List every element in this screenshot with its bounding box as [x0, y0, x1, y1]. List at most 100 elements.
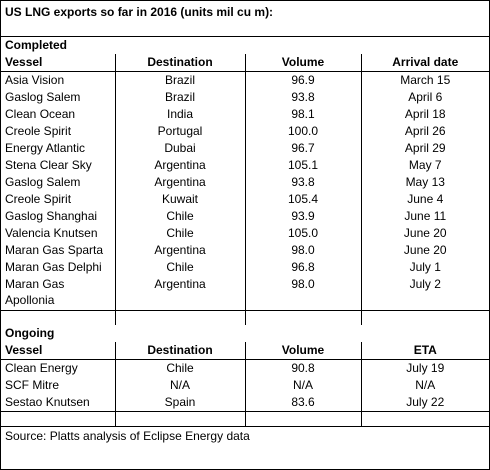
table-row: Gaslog Salem Argentina 93.8 May 13	[1, 174, 489, 191]
destination-cell: Brazil	[114, 89, 245, 106]
vessel-cell: Creole Spirit	[5, 124, 72, 138]
vessel-cell: Maran Gas Apollonia	[5, 277, 65, 307]
destination-cell: Spain	[114, 394, 245, 412]
spacer-cell	[1, 310, 115, 325]
destination-cell: Chile	[114, 208, 245, 225]
spacer-cell	[360, 411, 489, 427]
header-arrival-date: Arrival date	[360, 54, 489, 72]
spacer-cell	[360, 310, 489, 325]
volume-cell: 105.1	[244, 157, 361, 174]
destination-cell: Chile	[114, 359, 245, 377]
table-row: Clean Energy Chile 90.8 July 19	[1, 359, 489, 377]
source-row: Source: Platts analysis of Eclipse Energ…	[1, 426, 489, 446]
destination-cell: Kuwait	[114, 191, 245, 208]
volume-cell: 96.7	[244, 140, 361, 157]
destination-cell: N/A	[114, 377, 245, 394]
header-destination: Destination	[114, 342, 245, 360]
volume-cell: 100.0	[244, 123, 361, 140]
vessel-cell: Creole Spirit	[5, 192, 72, 206]
volume-cell: 105.4	[244, 191, 361, 208]
destination-cell: Argentina	[114, 157, 245, 174]
vessel-cell: Valencia Knutsen	[5, 226, 98, 240]
date-cell: May 7	[360, 157, 489, 174]
ongoing-header-row: Vessel Destination Volume ETA	[1, 342, 489, 360]
completed-header-row: Vessel Destination Volume Arrival date	[1, 54, 489, 72]
spacer-cell	[114, 310, 245, 325]
destination-cell: India	[114, 106, 245, 123]
date-cell: N/A	[360, 377, 489, 394]
spacer-cell	[114, 411, 245, 427]
header-volume: Volume	[244, 54, 361, 72]
header-vessel: Vessel	[1, 342, 115, 360]
vessel-cell: Gaslog Salem	[5, 175, 81, 189]
spacer-row	[1, 22, 489, 37]
ongoing-section-row: Ongoing	[1, 325, 489, 342]
volume-cell: 96.9	[244, 71, 361, 89]
date-cell: March 15	[360, 71, 489, 89]
destination-cell: Dubai	[114, 140, 245, 157]
vessel-cell: Clean Ocean	[5, 107, 76, 121]
source-note: Source: Platts analysis of Eclipse Energ…	[1, 426, 489, 446]
destination-cell: Argentina	[114, 242, 245, 259]
date-cell: April 26	[360, 123, 489, 140]
header-vessel: Vessel	[1, 54, 115, 72]
volume-cell: 96.8	[244, 259, 361, 276]
volume-cell: N/A	[244, 377, 361, 394]
vessel-cell: Maran Gas Sparta	[5, 243, 104, 257]
date-cell: June 20	[360, 242, 489, 259]
date-cell: April 6	[360, 89, 489, 106]
volume-cell: 98.1	[244, 106, 361, 123]
table-row: Creole Spirit Kuwait 105.4 June 4	[1, 191, 489, 208]
date-cell: June 20	[360, 225, 489, 242]
vessel-cell: Gaslog Shanghai	[5, 209, 98, 223]
vessel-cell: Asia Vision	[5, 73, 65, 87]
date-cell: April 18	[360, 106, 489, 123]
header-destination: Destination	[114, 54, 245, 72]
table-row: Maran Gas Delphi Chile 96.8 July 1	[1, 259, 489, 276]
date-cell: April 29	[360, 140, 489, 157]
title-row: US LNG exports so far in 2016 (units mil…	[1, 1, 489, 22]
table-row: Maran Gas Sparta Argentina 98.0 June 20	[1, 242, 489, 259]
table-row: SCF Mitre N/A N/A N/A	[1, 377, 489, 394]
header-volume: Volume	[244, 342, 361, 360]
vessel-cell: Sestao Knutsen	[5, 395, 90, 409]
date-cell: June 11	[360, 208, 489, 225]
completed-section-label: Completed	[1, 36, 489, 54]
date-cell: July 1	[360, 259, 489, 276]
table-row: Creole Spirit Portugal 100.0 April 26	[1, 123, 489, 140]
vessel-cell: Maran Gas Delphi	[5, 260, 102, 274]
volume-cell: 105.0	[244, 225, 361, 242]
volume-cell: 98.0	[244, 276, 361, 311]
volume-cell: 83.6	[244, 394, 361, 412]
table-row: Asia Vision Brazil 96.9 March 15	[1, 71, 489, 89]
table-row: Clean Ocean India 98.1 April 18	[1, 106, 489, 123]
spacer-row	[1, 411, 489, 427]
table-row: Energy Atlantic Dubai 96.7 April 29	[1, 140, 489, 157]
table-row: Maran Gas Apollonia Argentina 98.0 July 2	[1, 276, 489, 311]
table-body: US LNG exports so far in 2016 (units mil…	[1, 1, 489, 446]
spacer-row	[1, 310, 489, 325]
table-row: Gaslog Shanghai Chile 93.9 June 11	[1, 208, 489, 225]
vessel-cell: SCF Mitre	[5, 378, 59, 392]
lng-exports-table: US LNG exports so far in 2016 (units mil…	[1, 1, 489, 446]
vessel-cell: Energy Atlantic	[5, 141, 86, 155]
destination-cell: Chile	[114, 259, 245, 276]
date-cell: May 13	[360, 174, 489, 191]
date-cell: July 22	[360, 394, 489, 412]
volume-cell: 93.8	[244, 174, 361, 191]
table-row: Valencia Knutsen Chile 105.0 June 20	[1, 225, 489, 242]
ongoing-section-label: Ongoing	[5, 326, 55, 340]
vessel-cell: Stena Clear Sky	[5, 158, 92, 172]
table-title: US LNG exports so far in 2016 (units mil…	[5, 5, 274, 19]
destination-cell: Argentina	[114, 276, 245, 311]
spacer-cell	[1, 411, 115, 427]
completed-section-row: Completed	[1, 36, 489, 54]
volume-cell: 90.8	[244, 359, 361, 377]
spacer-cell	[1, 22, 489, 37]
date-cell: July 2	[360, 276, 489, 311]
vessel-cell: Clean Energy	[5, 361, 78, 375]
date-cell: July 19	[360, 359, 489, 377]
spacer-cell	[244, 411, 361, 427]
header-eta: ETA	[360, 342, 489, 360]
